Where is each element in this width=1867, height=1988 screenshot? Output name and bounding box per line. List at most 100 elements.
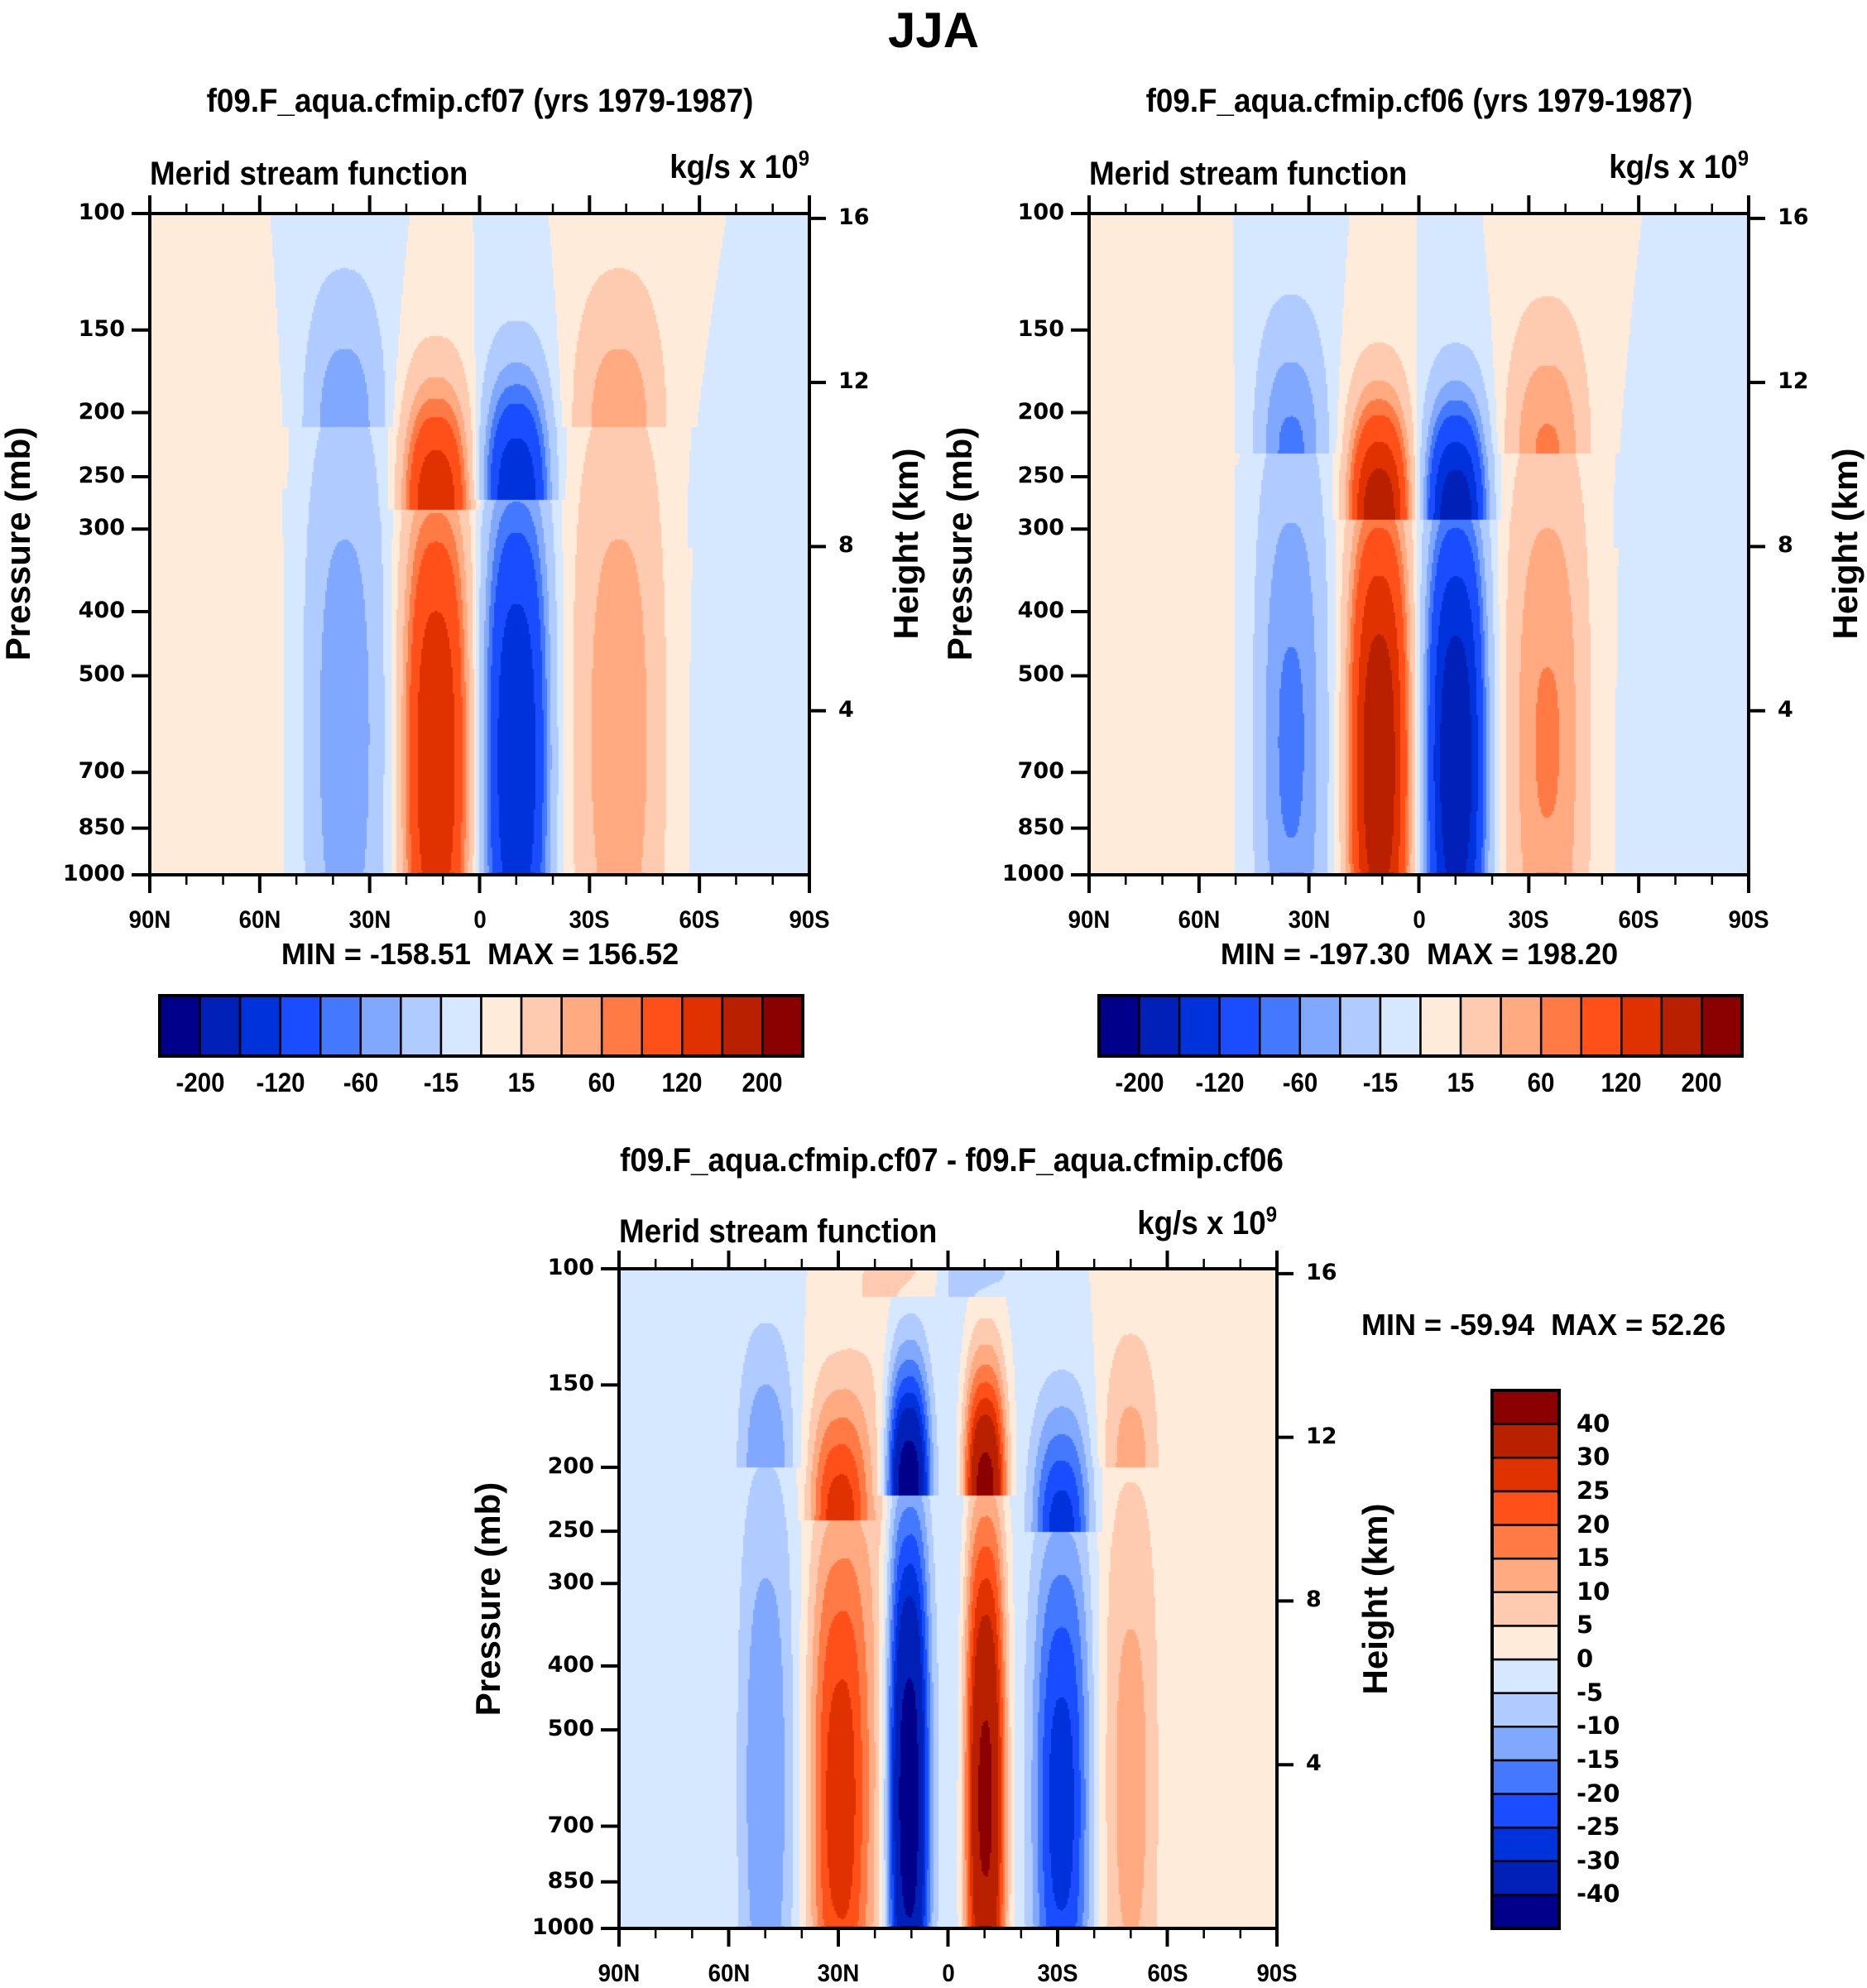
colorbar-box [1490, 1759, 1561, 1795]
colorbar-box [1490, 1793, 1561, 1829]
y-tick-label: 850 [78, 814, 125, 840]
colorbar-label: -200 [1115, 1068, 1164, 1097]
y-tick-label: 700 [78, 758, 125, 785]
x-tick-label: 90N [1068, 906, 1111, 934]
y-tick-label: 400 [547, 1651, 594, 1678]
contour-field [1089, 214, 1749, 875]
min-value: MIN = -197.30 [1220, 937, 1410, 971]
x-tick-label: 30N [348, 906, 391, 934]
colorbar-box [1490, 1826, 1561, 1862]
colorbar-label: 15 [507, 1068, 535, 1097]
colorbar-box [1259, 994, 1302, 1058]
y-tick-label: 500 [78, 661, 125, 688]
max-value: MAX = 156.52 [487, 937, 679, 971]
colorbar-label: 60 [1527, 1068, 1555, 1097]
colorbar-label: -60 [343, 1068, 379, 1097]
colorbar-box [1490, 1726, 1561, 1762]
y-tick-label: 250 [547, 1517, 594, 1544]
colorbar-box [1490, 1490, 1561, 1526]
colorbar-label: -30 [1577, 1846, 1620, 1875]
colorbar-box [1490, 1894, 1561, 1930]
colorbar-label: -15 [423, 1068, 459, 1097]
colorbar-frame [1490, 1389, 1561, 1930]
max-value: MAX = 52.26 [1551, 1308, 1726, 1342]
colorbar-box [1218, 994, 1261, 1058]
contour-field [619, 1269, 1277, 1928]
colorbar-box [681, 994, 724, 1058]
colorbar-label: 30 [1577, 1443, 1610, 1472]
x-tick-label: 60N [238, 906, 281, 934]
units-label: kg/s x 109 [598, 146, 809, 186]
min-value: MIN = -158.51 [281, 937, 471, 971]
y-tick-label: 300 [1017, 515, 1064, 541]
colorbar-box [1660, 994, 1703, 1058]
x-tick-label: 60S [1618, 906, 1659, 934]
units-exponent: 9 [1737, 146, 1749, 170]
left-string: Merid stream function [150, 156, 468, 192]
units-base: kg/s x 10 [1609, 149, 1738, 185]
x-tick-label: 90S [1728, 906, 1769, 934]
min-max-text: MIN = -158.51 MAX = 156.52 [149, 937, 811, 972]
y-axis-right-title: Height (km) [1356, 1503, 1394, 1695]
x-tick-label: 0 [473, 906, 487, 934]
colorbar-label: -20 [1577, 1779, 1620, 1808]
colorbar-box [1490, 1389, 1561, 1425]
left-string: Merid stream function [619, 1213, 938, 1250]
colorbar-box [1490, 1524, 1561, 1560]
y-tick-label: 400 [1017, 598, 1064, 624]
colorbar-label: 15 [1577, 1544, 1610, 1573]
main-title: JJA [887, 2, 980, 58]
colorbar-label: -120 [1195, 1068, 1245, 1097]
colorbar-box [1490, 1591, 1561, 1627]
min-max-text: MIN = -59.94 MAX = 52.26 [1361, 1308, 1750, 1342]
colorbar-label: 0 [1577, 1645, 1594, 1673]
units-base: kg/s x 10 [670, 149, 799, 185]
y-right-tick-label: 8 [838, 532, 854, 559]
colorbar-box [1490, 1557, 1561, 1593]
y-right-tick-label: 16 [1778, 204, 1809, 230]
y-tick-label: 850 [547, 1867, 594, 1894]
y-right-tick-label: 4 [838, 696, 854, 723]
panel-title: f09.F_aqua.cfmip.cf07 (yrs 1979-1987) [206, 83, 754, 119]
colorbar-box [1490, 1625, 1561, 1661]
colorbar-label: -15 [1362, 1068, 1399, 1097]
min-max-text: MIN = -197.30 MAX = 198.20 [1088, 937, 1750, 972]
y-tick-label: 100 [78, 199, 125, 225]
x-tick-label: 30S [1037, 1960, 1078, 1987]
colorbar-frame [1097, 994, 1744, 1058]
colorbar-box [1490, 1658, 1561, 1694]
y-tick-label: 850 [1017, 814, 1064, 840]
units-exponent: 9 [798, 146, 809, 170]
y-tick-label: 700 [547, 1812, 594, 1838]
x-tick-label: 60S [679, 906, 720, 934]
colorbar-label: 120 [1601, 1068, 1642, 1097]
x-tick-label: 60N [708, 1960, 750, 1987]
max-value: MAX = 198.20 [1427, 937, 1619, 971]
y-tick-label: 200 [78, 398, 125, 425]
y-tick-label: 500 [547, 1716, 594, 1742]
x-tick-label: 60S [1146, 1960, 1188, 1987]
colorbar-label: -25 [1577, 1813, 1620, 1842]
colorbar-label: -15 [1577, 1745, 1620, 1774]
min-value: MIN = -59.94 [1361, 1308, 1535, 1342]
x-tick-label: 30S [569, 906, 610, 934]
y-tick-label: 1000 [62, 861, 125, 886]
y-right-tick-label: 16 [838, 204, 870, 230]
y-tick-label: 400 [78, 598, 125, 624]
colorbar-box [1490, 1423, 1561, 1459]
y-tick-label: 300 [78, 515, 125, 541]
colorbar-label: 40 [1577, 1409, 1610, 1438]
y-right-tick-label: 16 [1306, 1259, 1337, 1285]
x-tick-label: 30S [1508, 906, 1549, 934]
panel-title: f09.F_aqua.cfmip.cf06 (yrs 1979-1987) [1145, 83, 1693, 119]
y-tick-label: 300 [547, 1569, 594, 1596]
colorbar-label: -40 [1577, 1880, 1620, 1909]
y-right-tick-label: 8 [1778, 532, 1793, 559]
y-axis-title: Pressure (mb) [468, 1481, 507, 1717]
colorbar-label: -200 [175, 1068, 225, 1097]
y-tick-label: 250 [1017, 462, 1064, 488]
colorbar-label: 200 [1681, 1068, 1722, 1097]
colorbar-box [1490, 1692, 1561, 1728]
